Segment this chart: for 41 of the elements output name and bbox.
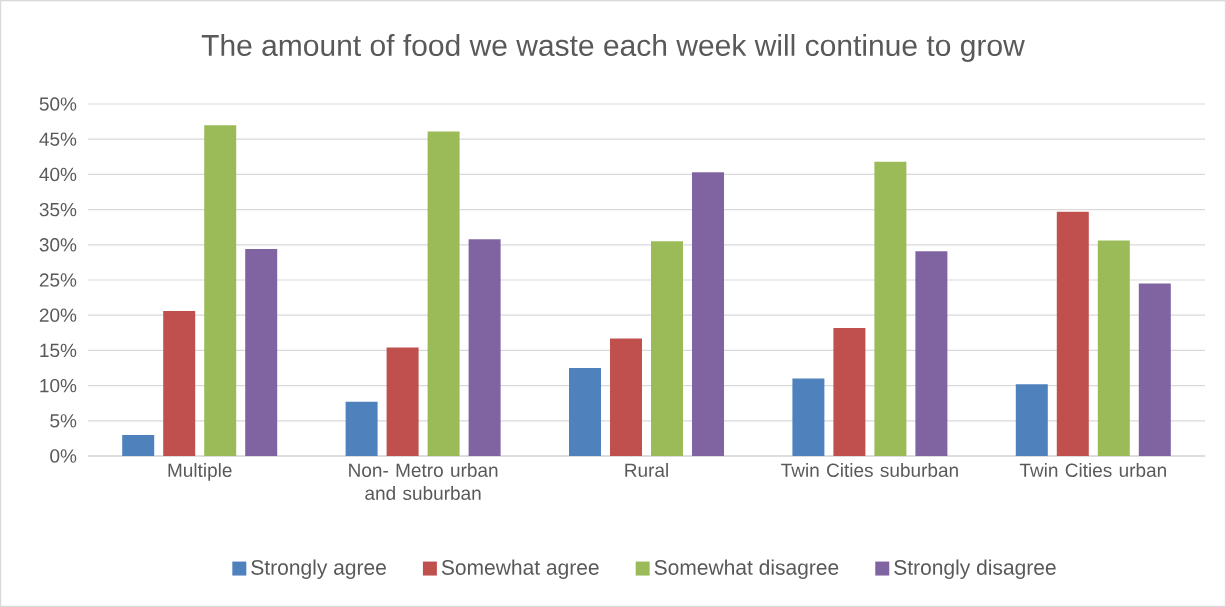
bar	[427, 131, 460, 456]
legend-label: Strongly disagree	[894, 559, 1056, 580]
x-tick-label: Twin Cities urban	[1019, 463, 1166, 478]
x-tick-label: Twin Cities suburban	[781, 463, 958, 478]
bar	[245, 249, 278, 456]
y-tick-label: 25%	[39, 273, 77, 287]
legend-label: Somewhat agree	[441, 559, 599, 580]
bar	[833, 327, 866, 456]
bar	[569, 368, 601, 456]
x-tick-label: Multiple	[168, 463, 232, 481]
bar	[610, 338, 642, 456]
y-tick-label: 10%	[40, 378, 77, 393]
bar	[122, 434, 155, 456]
y-tick-label: 30%	[39, 238, 77, 252]
bar	[1056, 211, 1089, 456]
bar	[1015, 384, 1048, 456]
y-tick-label: 20%	[39, 308, 77, 322]
bar	[1097, 240, 1130, 456]
y-tick-label: 0%	[50, 449, 77, 463]
y-tick-label: 50%	[39, 97, 77, 111]
y-tick-label: 5%	[50, 414, 77, 428]
bar	[204, 125, 237, 456]
y-tick-label: 45%	[39, 132, 77, 146]
y-tick-label: 15%	[40, 343, 77, 358]
chart-title: The amount of food we waste each week will continue to grow	[201, 34, 1025, 62]
bar	[792, 378, 825, 456]
bar	[468, 239, 501, 456]
legend-label: Somewhat disagree	[654, 559, 839, 580]
bar	[915, 251, 948, 456]
y-tick-label: 40%	[39, 167, 77, 182]
y-tick-label: 35%	[39, 202, 77, 217]
bar	[345, 401, 378, 456]
bar	[1138, 283, 1171, 456]
bar	[386, 347, 419, 456]
bar	[692, 172, 724, 456]
legend-label: Strongly agree	[251, 559, 386, 580]
bar	[163, 310, 196, 456]
x-tick-label: Non- Metro urban and suburban	[349, 463, 498, 501]
bar	[651, 241, 683, 456]
bar	[874, 161, 907, 456]
x-tick-label: Rural	[625, 463, 668, 478]
